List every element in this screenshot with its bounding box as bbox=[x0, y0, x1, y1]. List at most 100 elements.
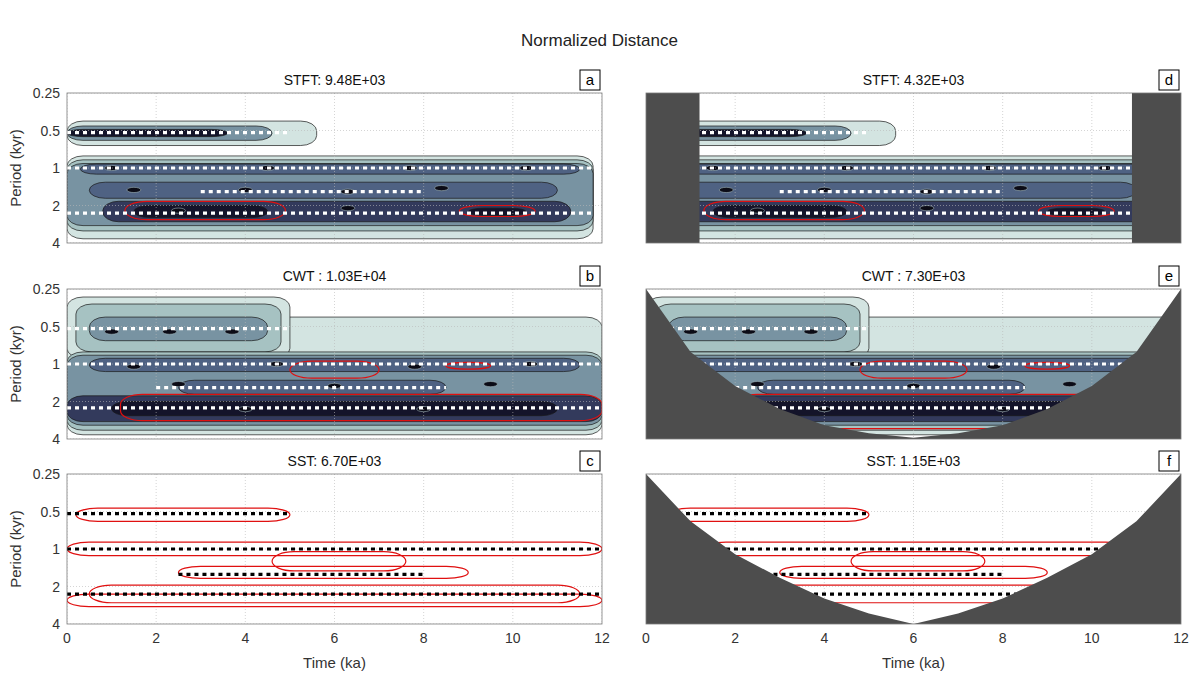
y-tick-label: 2 bbox=[52, 394, 60, 410]
contour-level bbox=[67, 121, 317, 145]
contour-level bbox=[76, 304, 281, 352]
significance-contour bbox=[704, 201, 865, 219]
x-tick-label: 10 bbox=[505, 630, 521, 646]
significance-contour bbox=[780, 566, 1048, 578]
grid-line bbox=[646, 364, 1181, 365]
plot-area bbox=[646, 93, 1181, 243]
panel-title: STFT: 4.32E+03 bbox=[863, 72, 965, 88]
reference-line bbox=[67, 131, 290, 134]
panel: CWT : 7.30E+03e bbox=[646, 266, 1181, 441]
grid-line bbox=[67, 511, 602, 512]
contour-level bbox=[646, 160, 1172, 231]
plot-frame bbox=[646, 289, 1181, 439]
coi-mask bbox=[646, 93, 700, 243]
plot-frame bbox=[67, 289, 602, 439]
panel-letter: d bbox=[1165, 71, 1173, 88]
panel: 0.250.5124Period (kyr)STFT: 9.48E+03a bbox=[7, 70, 602, 251]
reference-line bbox=[67, 166, 602, 169]
plot-area bbox=[67, 474, 602, 624]
plot-bg bbox=[67, 289, 602, 439]
contour-peak bbox=[127, 187, 141, 192]
x-axis-title: Time (ka) bbox=[882, 654, 945, 671]
y-tick-label: 1 bbox=[52, 541, 60, 557]
y-tick-label: 2 bbox=[52, 198, 60, 214]
coi-mask bbox=[1132, 93, 1181, 243]
significance-contour bbox=[272, 552, 406, 571]
contour-peak bbox=[920, 206, 934, 211]
grid-line bbox=[512, 474, 513, 624]
grid-line bbox=[1091, 93, 1092, 243]
figure-title: Normalized Distance bbox=[521, 31, 678, 50]
contour-level bbox=[134, 206, 268, 218]
grid-line bbox=[646, 168, 1181, 169]
x-tick-label: 10 bbox=[1084, 630, 1100, 646]
x-tick-label: 2 bbox=[731, 630, 739, 646]
plot-area bbox=[646, 474, 1181, 624]
panel-letter: a bbox=[586, 71, 595, 88]
reference-line bbox=[201, 190, 424, 193]
panel-letter-box bbox=[1159, 266, 1179, 286]
panel: 0.250.5124024681012Period (kyr)Time (ka)… bbox=[7, 451, 610, 671]
contour-level bbox=[67, 126, 272, 140]
plot-frame bbox=[67, 93, 602, 243]
reference-line bbox=[178, 573, 423, 576]
plot-bg bbox=[67, 474, 602, 624]
significance-contour bbox=[67, 542, 602, 556]
y-tick-label: 4 bbox=[52, 431, 60, 447]
x-tick-label: 2 bbox=[152, 630, 160, 646]
y-tick-label: 1 bbox=[52, 356, 60, 372]
grid-line bbox=[67, 130, 602, 131]
contour-level bbox=[646, 163, 1172, 225]
panel: STFT: 4.32E+03 d bbox=[646, 70, 1181, 243]
x-tick-label: 12 bbox=[1173, 630, 1189, 646]
significance-contour bbox=[121, 394, 603, 420]
significance-contour bbox=[851, 552, 985, 571]
contour-level bbox=[67, 156, 593, 239]
y-tick-label: 4 bbox=[52, 616, 60, 632]
contour-level bbox=[67, 396, 602, 422]
x-tick-label: 0 bbox=[63, 630, 71, 646]
reference-line bbox=[67, 211, 602, 214]
reference-line bbox=[757, 573, 1002, 576]
panel-title: SST: 1.15E+03 bbox=[867, 453, 961, 469]
y-tick-label: 0.25 bbox=[33, 281, 60, 297]
reference-line bbox=[156, 386, 446, 389]
x-tick-label: 6 bbox=[910, 630, 918, 646]
y-axis-title: Period (kyr) bbox=[7, 325, 24, 403]
grid-line bbox=[512, 289, 513, 439]
panel-letter-box bbox=[580, 266, 600, 286]
grid-line bbox=[646, 130, 1181, 131]
panel-letter-box bbox=[1159, 451, 1179, 471]
significance-contour bbox=[178, 566, 468, 578]
x-tick-label: 4 bbox=[241, 630, 249, 646]
grid-line bbox=[646, 326, 1181, 327]
grid-line bbox=[67, 549, 602, 550]
reference-line bbox=[67, 362, 602, 365]
reference-line bbox=[646, 362, 1181, 365]
x-tick-label: 12 bbox=[594, 630, 610, 646]
plot-area bbox=[67, 289, 602, 439]
grid-line bbox=[67, 326, 602, 327]
contour-level bbox=[646, 156, 1172, 239]
contour-level bbox=[89, 182, 557, 198]
panel-letter-box bbox=[1159, 70, 1179, 90]
figure: Normalized Distance0.250.5124Period (kyr… bbox=[0, 0, 1199, 690]
y-tick-label: 0.25 bbox=[33, 85, 60, 101]
plot-frame bbox=[646, 93, 1181, 243]
plot-area bbox=[67, 93, 602, 243]
y-tick-label: 0.5 bbox=[41, 504, 61, 520]
contour-level bbox=[668, 182, 1136, 198]
plot-frame bbox=[646, 474, 1181, 624]
x-tick-label: 8 bbox=[999, 630, 1007, 646]
grid-line bbox=[67, 401, 602, 402]
coi-mask bbox=[646, 474, 1181, 624]
plot-frame bbox=[67, 474, 602, 624]
x-tick-label: 8 bbox=[420, 630, 428, 646]
y-tick-label: 2 bbox=[52, 579, 60, 595]
y-axis-title: Period (kyr) bbox=[7, 129, 24, 207]
reference-line bbox=[67, 327, 290, 330]
reference-line bbox=[646, 166, 1181, 169]
panel-letter-box bbox=[580, 70, 600, 90]
contour-peak bbox=[341, 206, 355, 211]
significance-contour bbox=[1038, 206, 1114, 217]
